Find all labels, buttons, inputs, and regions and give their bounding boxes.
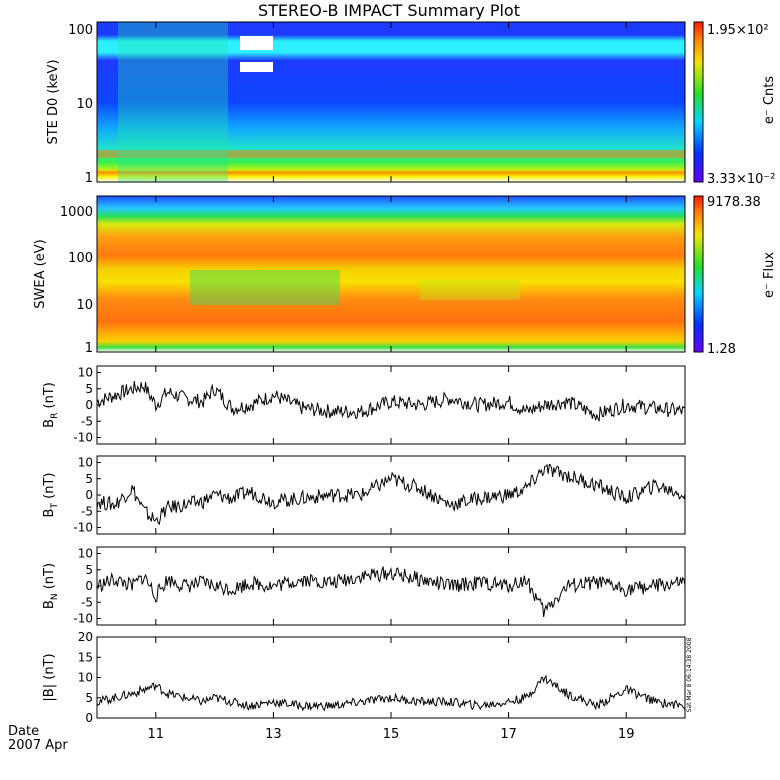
bt-ytick-label: 0 [85,488,93,502]
xtick-label: 15 [383,727,400,742]
plot-title: STEREO-B IMPACT Summary Plot [258,1,520,20]
ste-ytick-100: 100 [68,23,93,38]
bmag-frame [96,636,686,719]
swea-colorbar-min: 1.28 [707,342,736,357]
swea-ytick-10: 10 [76,298,93,313]
br-ytick-label: -10 [73,431,93,445]
swea-colorbar-label: e⁻ Flux [762,252,777,298]
bn-ytick-label: -10 [73,612,93,626]
ste-gap-1 [240,36,273,50]
bmag-ytick-label: 5 [85,691,93,705]
time-axis: 11 13 15 17 19 [148,22,635,742]
bn-ylabel: BN (nT) [42,563,60,609]
bt-ytick-label: -5 [81,504,93,518]
bmag-ytick-label: 0 [85,711,93,725]
magnetic-field-panels: 10 5 0 -5 -10 BR (nT) 10 5 0 -5 -10 BT (nT) 10 5 0 -5 -1… [42,365,686,725]
swea-colorbar [693,195,704,353]
bn-ytick-label: 5 [85,563,93,577]
swea-quiet-region [190,270,340,305]
swea-ytick-100: 100 [68,251,93,266]
swea-panel: SWEA (eV) 1000 100 10 1 9178.38 1.28 e⁻ … [33,195,777,357]
ste-panel: STE D0 (keV) 100 10 1 1.95×10² 3.33×10⁻²… [46,21,777,187]
br-ytick-label: 5 [85,382,93,396]
xtick-label: 19 [618,727,635,742]
bmag-ytick-label: 10 [78,671,93,685]
bt-ytick-label: 10 [78,456,93,470]
bn-ytick-label: 10 [78,547,93,561]
bn-frame [96,546,686,626]
ste-colorbar-min: 3.33×10⁻² [707,172,775,187]
timestamp: Sat Mar 8 06:14:38 2008 [686,637,693,712]
bn-ytick-label: 0 [85,579,93,593]
swea-quiet-region-2 [420,280,520,300]
swea-ytick-1000: 1000 [60,205,93,220]
xtick-label: 17 [500,727,517,742]
date-label: Date [8,724,39,739]
swea-spectrogram [97,196,685,352]
ste-colorbar-max: 1.95×10² [707,23,769,38]
bt-ytick-label: -10 [73,521,93,535]
br-ytick-label: 0 [85,398,93,412]
swea-colorbar-max: 9178.38 [707,195,761,210]
bn-ytick-label: -5 [81,595,93,609]
bmag-ytick-label: 15 [78,650,93,664]
ste-low-energy-band [97,150,685,158]
bn-trace [96,566,686,618]
br-trace [96,381,686,422]
bt-frame [96,455,686,535]
bmag-ytick-label: 20 [78,630,93,644]
bt-trace [96,463,686,526]
ste-colorbar [693,21,704,183]
br-ytick-label: 10 [78,366,93,380]
ste-ytick-10: 10 [76,97,93,112]
ste-ytick-1: 1 [85,171,93,186]
xtick-label: 13 [265,727,282,742]
ste-gap-2 [240,62,273,72]
bmag-ylabel: |B| (nT) [42,653,57,701]
br-ytick-label: -5 [81,414,93,428]
swea-ylabel: SWEA (eV) [33,239,48,308]
bmag-trace [96,674,686,712]
br-ylabel: BR (nT) [42,382,60,428]
ste-colorbar-label: e⁻ Cnts [762,76,777,124]
date-value: 2007 Apr [8,738,68,753]
swea-ytick-1: 1 [85,341,93,356]
bt-ylabel: BT (nT) [42,473,60,518]
ste-ylabel: STE D0 (keV) [46,59,61,144]
ste-burst-region [118,22,228,182]
bt-ytick-label: 5 [85,472,93,486]
xtick-label: 11 [148,727,165,742]
